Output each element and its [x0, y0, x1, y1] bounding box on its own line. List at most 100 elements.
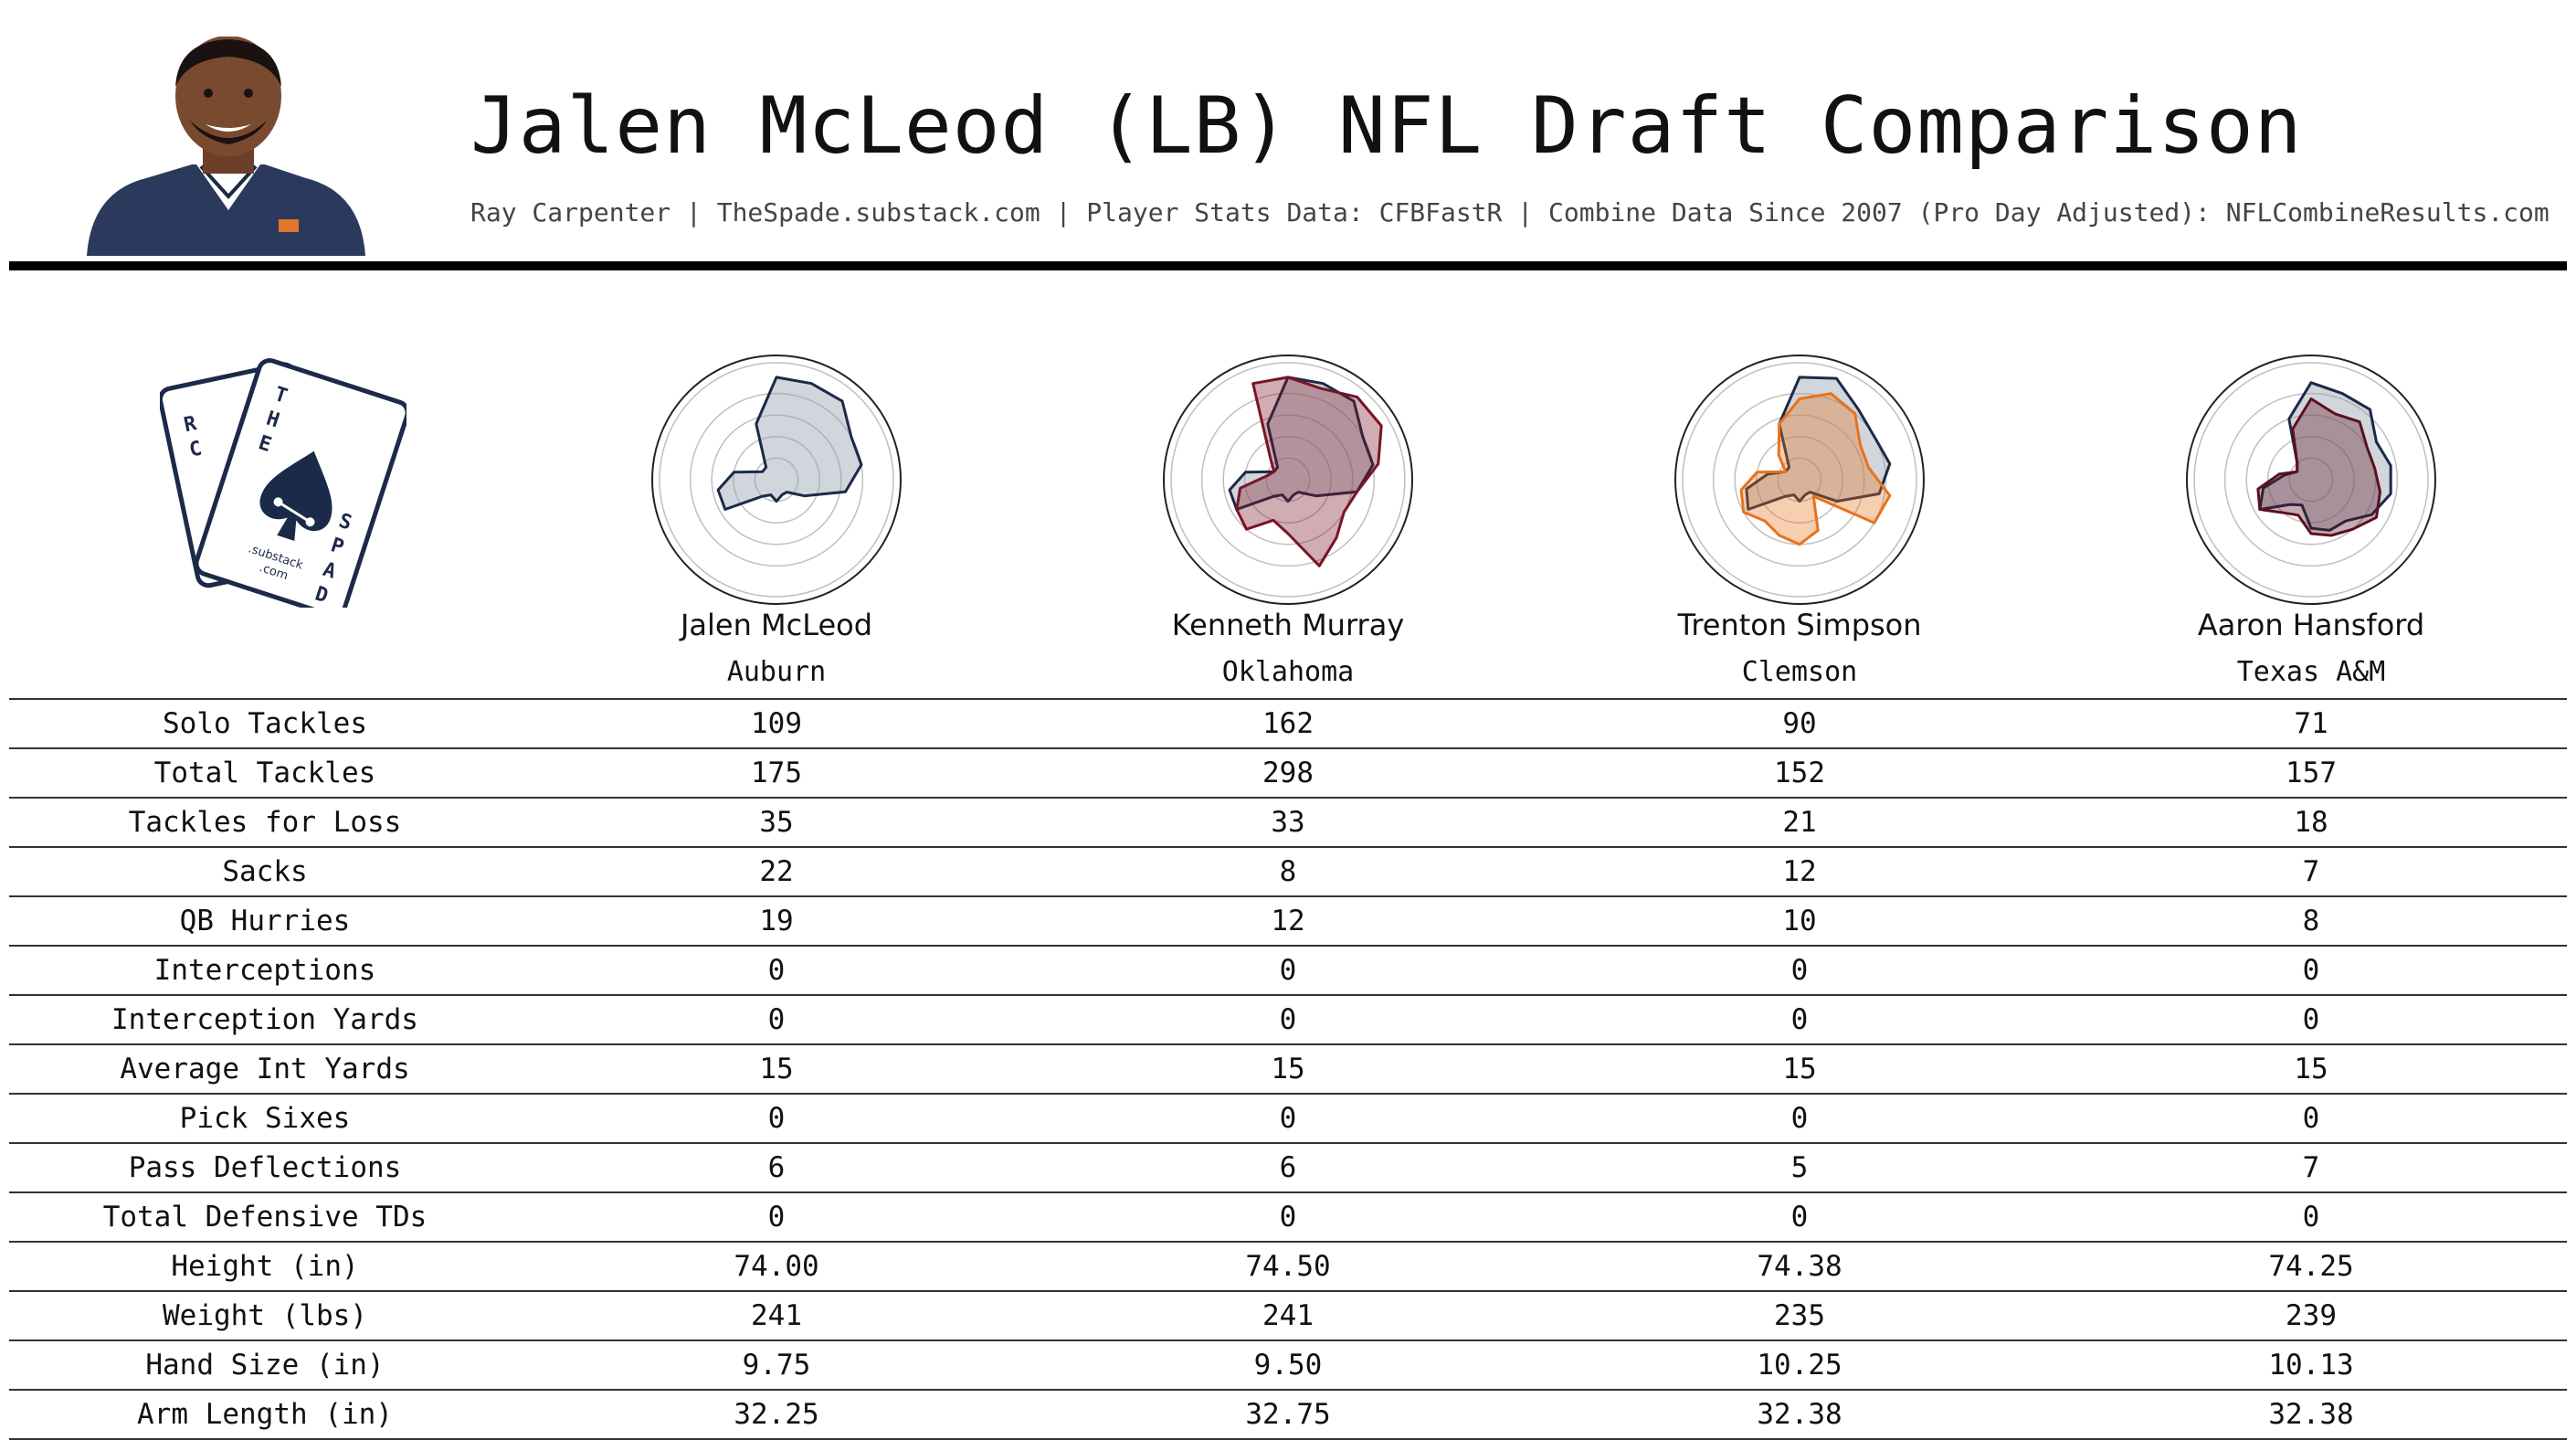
- stat-value: 298: [1032, 747, 1544, 798]
- stat-value: 0: [1544, 1191, 2055, 1242]
- stat-value: 90: [1544, 698, 2055, 748]
- stat-value: 8: [1032, 846, 1544, 896]
- player-school: Clemson: [1741, 656, 1858, 688]
- stat-value: 8: [2055, 895, 2567, 946]
- stat-value: 10.25: [1544, 1339, 2055, 1390]
- stat-value: 0: [1032, 994, 1544, 1044]
- stat-value: 10.13: [2055, 1339, 2567, 1390]
- stats-table: Solo Tackles 109 162 90 71 Total Tackles 175 29…: [9, 698, 2567, 1440]
- radar-grid-ring: [2223, 392, 2399, 567]
- radar-grid-ring: [659, 362, 894, 598]
- stat-label: Interception Yards: [9, 994, 521, 1044]
- stat-value: 32.38: [2055, 1389, 2567, 1440]
- radar-grid-ring: [2245, 414, 2377, 545]
- stat-row: Interceptions 0 0 0 0: [9, 945, 2567, 995]
- stat-label: Pass Deflections: [9, 1142, 521, 1192]
- player-school: Oklahoma: [1221, 656, 1355, 688]
- stat-value: 19: [521, 895, 1032, 946]
- radar-grid-ring: [689, 392, 864, 567]
- stat-label: Total Tackles: [9, 747, 521, 798]
- svg-text:R: R: [182, 412, 199, 437]
- radar-series-hansford_maroon: [2256, 397, 2381, 537]
- stat-value: 21: [1544, 797, 2055, 847]
- stat-value: 0: [2055, 1191, 2567, 1242]
- radar-grid-ring: [2267, 436, 2355, 524]
- stat-value: 0: [1544, 1093, 2055, 1143]
- stat-value: 7: [2055, 1142, 2567, 1192]
- stat-label: Interceptions: [9, 945, 521, 995]
- stat-value: 5: [1544, 1142, 2055, 1192]
- stat-row: Tackles for Loss 35 33 21 18: [9, 797, 2567, 847]
- radar-grid-ring: [1244, 436, 1332, 524]
- player-name: Trenton Simpson: [1677, 608, 1922, 642]
- stat-value: 157: [2055, 747, 2567, 798]
- stat-value: 7: [2055, 846, 2567, 896]
- stat-value: 74.25: [2055, 1241, 2567, 1291]
- radar-chart: [651, 355, 902, 605]
- radar-grid-ring: [1682, 362, 1917, 598]
- stat-label: Hand Size (in): [9, 1339, 521, 1390]
- stat-label: Sacks: [9, 846, 521, 896]
- stat-value: 9.50: [1032, 1339, 1544, 1390]
- stat-value: 0: [521, 945, 1032, 995]
- stat-value: 33: [1032, 797, 1544, 847]
- stat-row: Pick Sixes 0 0 0 0: [9, 1093, 2567, 1143]
- stat-value: 0: [1544, 945, 2055, 995]
- stat-label: Average Int Yards: [9, 1043, 521, 1094]
- stat-row: Sacks 22 8 12 7: [9, 846, 2567, 896]
- stat-value: 6: [521, 1142, 1032, 1192]
- radar-grid-ring: [2193, 362, 2429, 598]
- stat-value: 74.00: [521, 1241, 1032, 1291]
- stat-value: 0: [2055, 1093, 2567, 1143]
- stat-value: 162: [1032, 698, 1544, 748]
- page-subtitle: Ray Carpenter | TheSpade.substack.com | …: [470, 197, 2550, 228]
- stat-value: 0: [521, 1191, 1032, 1242]
- stat-row: Average Int Yards 15 15 15 15: [9, 1043, 2567, 1094]
- stat-row: Weight (lbs) 241 241 235 239: [9, 1290, 2567, 1340]
- stat-value: 10: [1544, 895, 2055, 946]
- stat-row: Total Tackles 175 298 152 157: [9, 747, 2567, 798]
- stat-value: 32.75: [1032, 1389, 1544, 1440]
- stat-value: 12: [1032, 895, 1544, 946]
- stat-value: 71: [2055, 698, 2567, 748]
- stat-value: 15: [1544, 1043, 2055, 1094]
- stat-value: 241: [521, 1290, 1032, 1340]
- player-school: Auburn: [726, 656, 827, 688]
- stat-value: 0: [1032, 945, 1544, 995]
- stat-value: 0: [1032, 1191, 1544, 1242]
- player-card-aaron-hansford: Aaron Hansford Texas A&M: [2055, 352, 2567, 699]
- stat-label: QB Hurries: [9, 895, 521, 946]
- stat-label: Pick Sixes: [9, 1093, 521, 1143]
- stat-value: 235: [1544, 1290, 2055, 1340]
- stat-value: 32.38: [1544, 1389, 2055, 1440]
- radar-grid-ring: [1756, 436, 1843, 524]
- player-school: Texas A&M: [2236, 656, 2386, 688]
- stat-value: 239: [2055, 1290, 2567, 1340]
- stat-label: Arm Length (in): [9, 1389, 521, 1440]
- radar-grid-ring: [1712, 392, 1887, 567]
- stat-value: 109: [521, 698, 1032, 748]
- stat-value: 6: [1032, 1142, 1544, 1192]
- stat-value: 152: [1544, 747, 2055, 798]
- stat-row: Pass Deflections 6 6 5 7: [9, 1142, 2567, 1192]
- radar-grid-ring: [711, 414, 842, 545]
- stat-label: Weight (lbs): [9, 1290, 521, 1340]
- radar-chart: [2186, 355, 2436, 605]
- stat-value: 32.25: [521, 1389, 1032, 1440]
- stat-value: 18: [2055, 797, 2567, 847]
- stat-value: 175: [521, 747, 1032, 798]
- stat-row: Hand Size (in) 9.75 9.50 10.25 10.13: [9, 1339, 2567, 1390]
- stat-value: 15: [521, 1043, 1032, 1094]
- radar-outer-ring: [1163, 355, 1413, 605]
- stat-row: Arm Length (in) 32.25 32.75 32.38 32.38: [9, 1389, 2567, 1440]
- page-title: Jalen McLeod (LB) NFL Draft Comparison: [470, 80, 2303, 172]
- stat-value: 15: [2055, 1043, 2567, 1094]
- radar-grid-ring: [1200, 392, 1376, 567]
- radar-grid-ring: [1222, 414, 1354, 545]
- radar-series-simpson_orange: [1739, 392, 1892, 546]
- stat-label: Tackles for Loss: [9, 797, 521, 847]
- front-card: T H E S P A D .substack .com: [194, 358, 406, 608]
- radar-grid-ring: [1170, 362, 1406, 598]
- radar-series-murray: [1235, 376, 1383, 567]
- stat-value: 12: [1544, 846, 2055, 896]
